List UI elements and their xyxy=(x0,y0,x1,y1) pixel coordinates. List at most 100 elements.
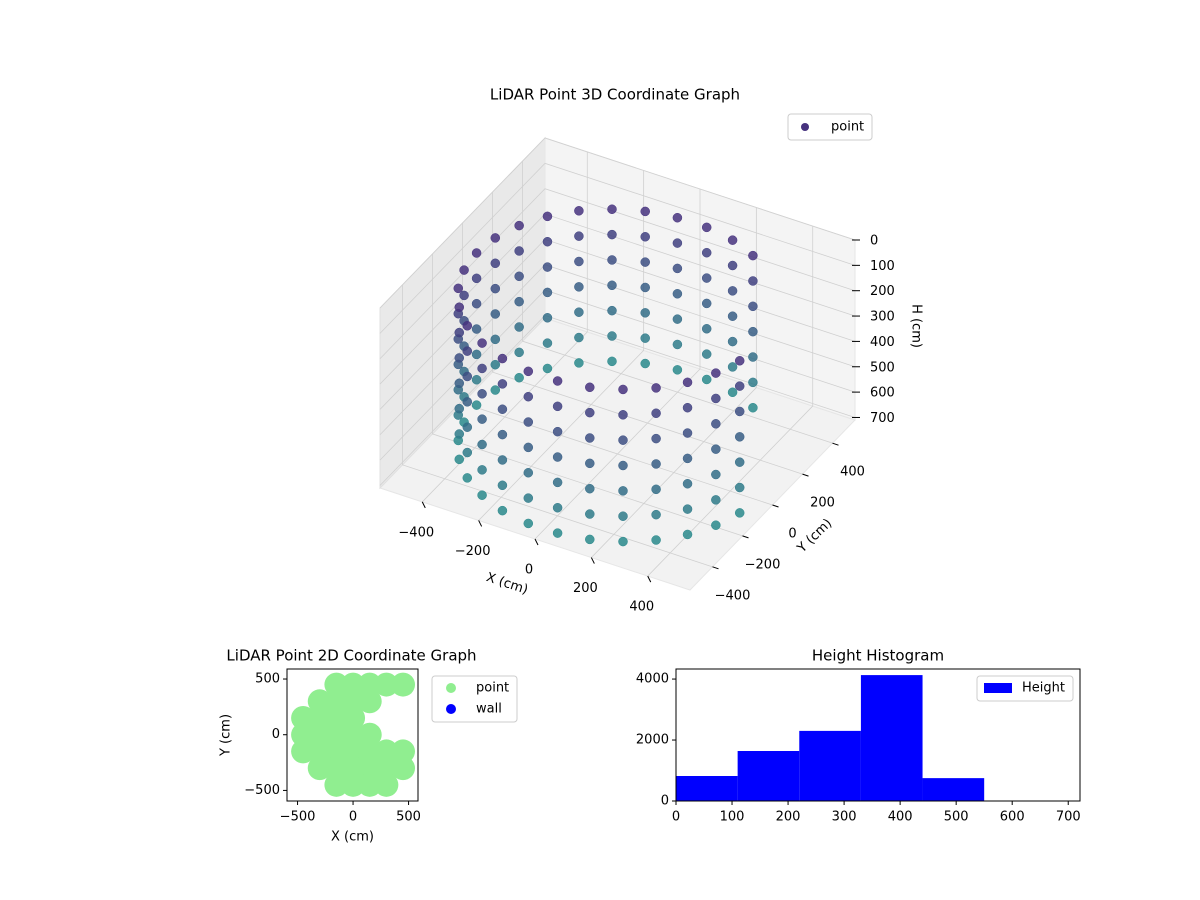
point xyxy=(734,381,745,391)
point xyxy=(462,473,473,483)
point xyxy=(552,452,563,462)
legend-patch xyxy=(984,683,1012,693)
point xyxy=(454,429,465,439)
z-tick-label: 200 xyxy=(870,284,895,299)
point xyxy=(542,338,553,348)
point xyxy=(682,377,693,388)
point xyxy=(357,689,382,714)
point xyxy=(453,283,464,294)
point xyxy=(307,722,332,747)
x-axis-label: X (cm) xyxy=(331,830,374,845)
point xyxy=(307,706,332,731)
grid-line xyxy=(402,284,713,568)
point xyxy=(574,231,584,241)
point xyxy=(454,327,465,338)
legend-box xyxy=(976,675,1074,702)
point xyxy=(490,385,501,395)
point xyxy=(711,495,721,505)
point xyxy=(748,326,758,337)
point xyxy=(682,402,693,413)
point xyxy=(542,211,553,222)
point xyxy=(523,518,534,529)
point xyxy=(618,435,628,445)
point xyxy=(514,271,524,282)
point xyxy=(471,400,482,410)
point xyxy=(514,372,524,383)
point xyxy=(471,248,482,258)
chart-title: Height Histogram xyxy=(812,647,944,665)
point xyxy=(552,426,563,437)
point xyxy=(574,282,584,292)
point xyxy=(711,469,721,480)
point xyxy=(542,313,553,323)
point xyxy=(523,417,534,427)
grid-line xyxy=(534,189,701,540)
point xyxy=(574,256,584,267)
x-tick-label: 300 xyxy=(832,810,857,825)
point xyxy=(341,689,366,714)
legend-marker xyxy=(446,704,456,714)
y-axis-label: Y (cm) xyxy=(219,714,234,757)
x-tick xyxy=(534,538,539,546)
legend-marker xyxy=(801,123,809,131)
x-tick-label: 600 xyxy=(1000,810,1025,825)
point xyxy=(672,365,683,375)
point xyxy=(727,235,738,245)
point xyxy=(748,301,758,312)
point xyxy=(607,331,617,341)
grid-line xyxy=(432,253,743,537)
z-tick-label: 300 xyxy=(870,310,895,325)
point xyxy=(477,439,487,450)
point xyxy=(477,338,487,348)
point xyxy=(682,529,693,540)
point xyxy=(672,289,683,299)
point xyxy=(607,356,617,367)
point xyxy=(462,321,473,331)
point xyxy=(672,238,683,248)
point xyxy=(324,722,349,747)
point xyxy=(727,387,738,398)
y-tick-label: 0 xyxy=(661,794,669,809)
bar xyxy=(922,778,985,801)
point xyxy=(514,347,524,358)
point xyxy=(324,706,349,731)
point xyxy=(542,236,553,247)
axes-frame xyxy=(675,668,1081,802)
point xyxy=(454,302,465,312)
x-tick xyxy=(647,575,652,583)
point xyxy=(307,689,332,714)
point xyxy=(672,339,683,350)
point xyxy=(391,672,416,697)
point xyxy=(462,422,473,432)
point xyxy=(682,504,693,514)
y-tick xyxy=(802,473,809,477)
point xyxy=(514,322,524,332)
x-tick-label: 500 xyxy=(944,810,969,825)
point xyxy=(307,739,332,764)
z-tick-label: 700 xyxy=(870,411,895,426)
x-tick-label: −500 xyxy=(280,810,316,825)
point xyxy=(701,349,712,359)
point xyxy=(341,722,366,747)
point xyxy=(585,509,595,519)
point xyxy=(607,255,617,265)
point xyxy=(701,374,712,385)
point xyxy=(477,389,487,399)
point xyxy=(459,265,469,275)
grid-line xyxy=(379,162,856,334)
x-tick-label: 400 xyxy=(629,600,654,615)
point xyxy=(618,410,628,420)
y-tick-label: 2000 xyxy=(636,733,669,748)
point xyxy=(324,756,349,781)
x-tick-label: 700 xyxy=(1056,810,1081,825)
point xyxy=(607,305,617,316)
point xyxy=(374,672,399,697)
y-tick xyxy=(772,504,779,508)
grid-line xyxy=(522,161,833,444)
point xyxy=(391,739,416,764)
y-tick xyxy=(742,535,749,539)
point xyxy=(357,739,382,764)
x-tick-label: 0 xyxy=(349,810,357,825)
grid-line xyxy=(421,151,588,503)
